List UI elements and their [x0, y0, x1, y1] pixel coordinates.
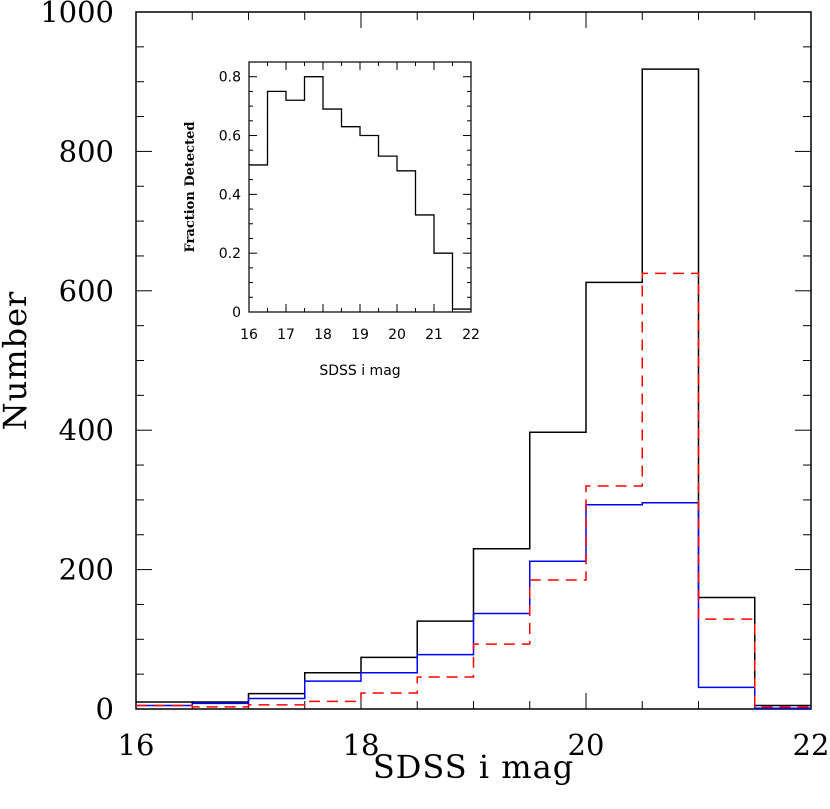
main-y-tick-label: 0	[96, 692, 114, 726]
inset-y-tick-label: 0.4	[219, 187, 241, 203]
inset-y-tick-label: 0	[232, 305, 241, 321]
main-series-1-line	[136, 501, 811, 710]
inset-x-tick-label: 18	[314, 327, 332, 343]
inset-x-tick-label: 21	[425, 327, 443, 343]
inset-y-tick-label: 0.8	[219, 70, 241, 86]
inset-x-tick-label: 19	[351, 327, 369, 343]
main-x-tick-label: 18	[343, 728, 380, 762]
main-y-tick-label: 1000	[40, 0, 114, 29]
main-x-tick-label: 20	[568, 728, 605, 762]
main-y-tick-label: 800	[59, 134, 114, 168]
inset-background	[249, 62, 471, 312]
main-series-2-line	[136, 272, 811, 708]
main-y-axis-title: Number	[0, 291, 34, 431]
inset-x-tick-label: 20	[388, 327, 406, 343]
inset-fraction-plot: 16 17 18 19 20 21 22 0 0.2 0.4 0.6 0.8 SDSS i mag Fra…	[183, 61, 480, 379]
inset-y-axis-title: Fraction Detected	[183, 122, 198, 253]
main-x-tick-label: 16	[118, 728, 155, 762]
main-y-tick-label: 200	[59, 553, 114, 587]
inset-x-axis-title: SDSS i mag	[319, 363, 400, 379]
main-y-tick-label: 600	[59, 274, 114, 308]
main-x-tick-label: 22	[793, 728, 830, 762]
main-series-0-line	[136, 68, 811, 707]
inset-x-tick-label: 17	[277, 327, 295, 343]
inset-series-0-line	[249, 76, 471, 310]
main-x-axis-title: SDSS i mag	[373, 748, 574, 786]
inset-y-tick-label: 0.6	[219, 129, 241, 145]
inset-x-tick-label: 22	[462, 327, 480, 343]
inset-x-tick-label: 16	[240, 327, 258, 343]
main-y-tick-label: 400	[59, 413, 114, 447]
inset-y-tick-label: 0.2	[219, 246, 241, 262]
